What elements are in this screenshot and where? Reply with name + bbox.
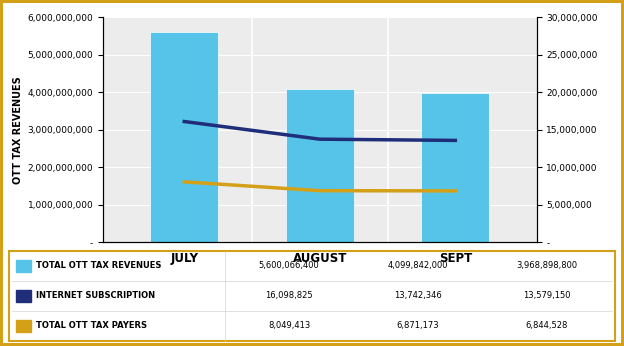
Text: TOTAL OTT TAX REVENUES: TOTAL OTT TAX REVENUES <box>36 261 162 270</box>
Bar <box>16 290 31 302</box>
Bar <box>286 89 354 242</box>
Text: 5,600,066,400: 5,600,066,400 <box>259 261 319 270</box>
Text: 13,579,150: 13,579,150 <box>524 291 571 300</box>
Text: 6,844,528: 6,844,528 <box>526 321 568 330</box>
Bar <box>16 320 31 332</box>
Text: 16,098,825: 16,098,825 <box>265 291 313 300</box>
Text: INTERNET SUBSCRIPTION: INTERNET SUBSCRIPTION <box>36 291 155 300</box>
Bar <box>9 251 615 341</box>
Text: TOTAL OTT TAX PAYERS: TOTAL OTT TAX PAYERS <box>36 321 147 330</box>
Text: 8,049,413: 8,049,413 <box>268 321 310 330</box>
Y-axis label: OTT TAX REVENUES: OTT TAX REVENUES <box>13 76 23 184</box>
Text: 13,742,346: 13,742,346 <box>394 291 442 300</box>
Text: 6,871,173: 6,871,173 <box>397 321 439 330</box>
Bar <box>16 260 31 272</box>
Text: 3,968,898,800: 3,968,898,800 <box>517 261 578 270</box>
Text: 4,099,842,000: 4,099,842,000 <box>388 261 448 270</box>
Bar <box>421 93 489 242</box>
Bar <box>150 32 218 242</box>
